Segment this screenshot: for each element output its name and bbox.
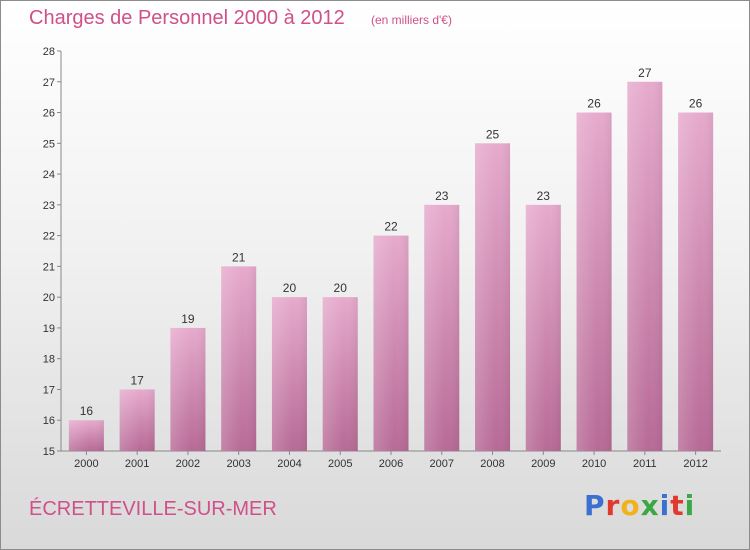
x-axis: 2000 2001 2002 2003 2004 2005 2006 2007 2008 2009… <box>61 450 721 470</box>
bar-shade-2005 <box>322 297 358 451</box>
bar-shade-2007 <box>424 204 460 451</box>
data-label-2002: 19 <box>181 312 195 326</box>
x-tick-label: 2002 <box>176 458 200 470</box>
y-tick-label: 22 <box>43 231 55 243</box>
data-label-2007: 23 <box>435 189 449 203</box>
data-label-2012: 26 <box>689 97 703 111</box>
logo-letter: P <box>584 489 606 522</box>
data-label-2006: 22 <box>384 220 398 234</box>
chart-title: Charges de Personnel 2000 à 2012 <box>29 7 345 29</box>
data-label-2009: 23 <box>537 189 551 203</box>
data-label-2011: 27 <box>638 66 652 80</box>
data-label-2003: 21 <box>232 250 246 264</box>
chart-subtitle: (en milliers d'€) <box>371 13 452 27</box>
data-label-2000: 16 <box>80 404 94 418</box>
x-tick-label: 2011 <box>633 458 657 470</box>
x-tick-label: 2010 <box>582 458 606 470</box>
y-tick-label: 16 <box>43 415 55 427</box>
bar-shade-2003 <box>221 266 257 451</box>
x-tick-label: 2003 <box>226 458 250 470</box>
y-tick-label: 28 <box>43 46 55 58</box>
logo-letter: x <box>640 489 660 522</box>
data-label-2001: 17 <box>130 373 144 387</box>
y-tick-label: 20 <box>43 292 55 304</box>
data-labels: 16 17 19 21 20 20 22 23 25 23 26 27 26 <box>80 66 703 418</box>
bar-shade-2008 <box>475 143 511 452</box>
x-tick-label: 2001 <box>125 458 149 470</box>
bar-shade-2009 <box>525 204 561 451</box>
y-tick-label: 26 <box>43 108 55 120</box>
bar-shade-2012 <box>678 112 714 452</box>
y-tick-label: 17 <box>43 384 55 396</box>
y-tick-label: 15 <box>43 446 55 458</box>
x-tick-label: 2000 <box>74 458 98 470</box>
data-label-2008: 25 <box>486 127 500 141</box>
bar-shade-2001 <box>119 389 155 451</box>
x-tick-label: 2012 <box>683 458 707 470</box>
x-tick-label: 2008 <box>480 458 504 470</box>
proxiti-logo[interactable]: Proxiti <box>584 489 695 522</box>
logo-letter: o <box>620 489 641 522</box>
x-tick-label: 2007 <box>430 458 454 470</box>
data-label-2005: 20 <box>334 281 348 295</box>
bar-shade-2000 <box>68 420 104 451</box>
y-axis: 15 16 17 18 19 20 21 22 23 24 25 26 27 28 <box>43 46 62 458</box>
x-tick-label: 2006 <box>379 458 403 470</box>
logo-letter: t <box>670 489 685 522</box>
logo-letter: i <box>684 489 696 522</box>
data-label-2010: 26 <box>587 97 601 111</box>
y-tick-label: 24 <box>43 169 55 181</box>
bar-shade-2006 <box>373 235 409 451</box>
logo-letter: r <box>605 489 621 522</box>
y-tick-label: 18 <box>43 354 55 366</box>
y-tick-label: 25 <box>43 138 55 150</box>
commune-name: ÉCRETTEVILLE-SUR-MER <box>29 498 277 520</box>
y-tick-label: 19 <box>43 323 55 335</box>
x-tick-label: 2009 <box>531 458 555 470</box>
y-tick-label: 27 <box>43 77 55 89</box>
logo-letter: i <box>659 489 671 522</box>
x-tick-label: 2004 <box>277 458 301 470</box>
data-label-2004: 20 <box>283 281 297 295</box>
bar-shade-2011 <box>627 81 663 452</box>
x-tick-label: 2005 <box>328 458 352 470</box>
y-tick-label: 21 <box>43 261 55 273</box>
bars <box>68 81 714 452</box>
y-tick-label: 23 <box>43 200 55 212</box>
bar-shade-2010 <box>576 112 612 452</box>
bar-shade-2002 <box>170 327 206 451</box>
bar-shade-2004 <box>271 297 307 451</box>
